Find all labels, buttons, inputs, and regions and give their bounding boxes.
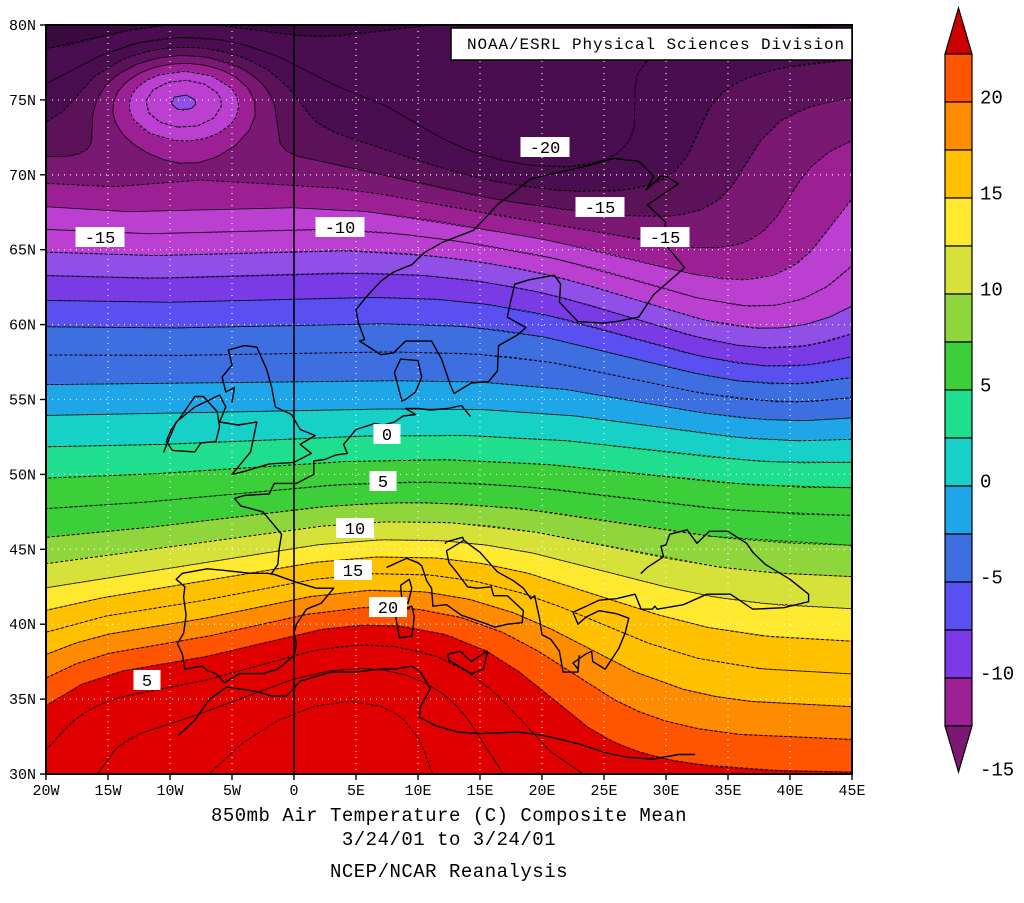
svg-text:-15: -15: [980, 760, 1014, 782]
svg-text:10E: 10E: [404, 783, 431, 800]
svg-text:NCEP/NCAR Reanalysis: NCEP/NCAR Reanalysis: [330, 861, 568, 883]
svg-text:60N: 60N: [9, 318, 36, 335]
svg-text:15: 15: [980, 184, 1003, 206]
svg-text:45N: 45N: [9, 542, 36, 559]
svg-text:80N: 80N: [9, 18, 36, 35]
svg-text:75N: 75N: [9, 93, 36, 110]
svg-text:70N: 70N: [9, 168, 36, 185]
svg-text:5: 5: [378, 474, 388, 493]
svg-text:20E: 20E: [528, 783, 555, 800]
svg-text:0: 0: [382, 427, 392, 446]
svg-text:0: 0: [289, 783, 298, 800]
svg-text:20: 20: [378, 600, 398, 619]
svg-text:-10: -10: [325, 220, 356, 239]
svg-text:65N: 65N: [9, 243, 36, 260]
svg-text:10: 10: [345, 521, 365, 540]
svg-text:850mb Air Temperature (C) Comp: 850mb Air Temperature (C) Composite Mean: [211, 805, 687, 827]
svg-text:10W: 10W: [156, 783, 183, 800]
svg-text:-5: -5: [980, 568, 1003, 590]
svg-text:-15: -15: [585, 200, 616, 219]
svg-text:NOAA/ESRL Physical Science: NOAA/ESRL Physical Sciences Division: [467, 36, 845, 54]
svg-text:5E: 5E: [347, 783, 365, 800]
svg-text:15W: 15W: [94, 783, 121, 800]
svg-text:-10: -10: [980, 664, 1014, 686]
svg-text:45E: 45E: [838, 783, 865, 800]
svg-text:10: 10: [980, 280, 1003, 302]
svg-text:50N: 50N: [9, 467, 36, 484]
svg-text:0: 0: [980, 472, 991, 494]
svg-text:5W: 5W: [223, 783, 241, 800]
svg-text:3/24/01 to 3/24/01: 3/24/01 to 3/24/01: [342, 829, 556, 851]
svg-text:15E: 15E: [466, 783, 493, 800]
svg-text:20: 20: [980, 88, 1003, 110]
svg-text:35N: 35N: [9, 692, 36, 709]
svg-text:25E: 25E: [590, 783, 617, 800]
svg-text:30N: 30N: [9, 767, 36, 784]
svg-text:20W: 20W: [32, 783, 59, 800]
svg-text:40E: 40E: [776, 783, 803, 800]
svg-text:40N: 40N: [9, 617, 36, 634]
svg-text:15: 15: [343, 563, 363, 582]
svg-text:-15: -15: [650, 230, 681, 249]
svg-text:-20: -20: [530, 140, 561, 159]
svg-text:30E: 30E: [652, 783, 679, 800]
svg-text:55N: 55N: [9, 393, 36, 410]
svg-text:-15: -15: [85, 230, 116, 249]
svg-text:5: 5: [980, 376, 991, 398]
svg-text:35E: 35E: [714, 783, 741, 800]
svg-text:5: 5: [142, 673, 152, 692]
